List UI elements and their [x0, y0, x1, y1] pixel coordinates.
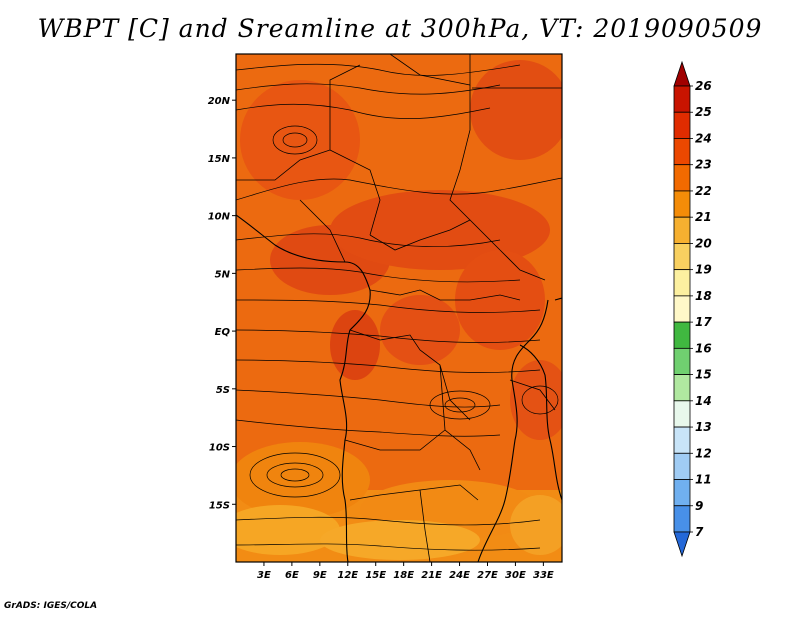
wbpt-region	[510, 360, 562, 440]
colorbar-swatch	[673, 400, 691, 428]
streamline-vortex	[282, 132, 308, 148]
colorbar-swatch	[673, 216, 691, 244]
colorbar-swatch	[673, 347, 691, 375]
lon-tick-label: 33E	[533, 570, 554, 581]
colorbar-swatch	[673, 190, 691, 218]
colorbar-swatch	[673, 321, 691, 349]
lon-tick-label: 3E	[257, 570, 271, 581]
colorbar-label: 22	[695, 184, 712, 198]
colorbar-swatch	[673, 85, 691, 113]
latitude-axis: 20N 15N 10N 5N EQ 5S 10S 15S	[208, 96, 236, 511]
lat-tick-label: 20N	[208, 96, 231, 107]
lat-tick-label: 5S	[216, 385, 230, 396]
wbpt-region	[330, 310, 380, 380]
wbpt-region	[470, 60, 562, 160]
colorbar-arrow-bottom	[673, 531, 691, 558]
colorbar-swatch	[673, 269, 691, 297]
lon-tick-label: 12E	[337, 570, 358, 581]
map-frame	[235, 53, 563, 563]
colorbar-label: 14	[695, 394, 712, 408]
streamlines	[236, 63, 562, 551]
colorbar-swatch	[673, 111, 691, 139]
colorbar-label: 16	[695, 341, 712, 355]
colorbar-label: 17	[695, 315, 712, 329]
colorbar-swatch	[673, 505, 691, 533]
colorbar: 26 25 24 23 22 21 20 19 18 17 16 15 14 13 12 11 9 7	[673, 60, 712, 558]
lon-tick-label: 15E	[365, 570, 386, 581]
longitude-axis: 3E 6E 9E 12E 15E 18E 21E 24E 27E 30E 33E	[257, 562, 554, 581]
colorbar-label: 24	[695, 131, 712, 145]
colorbar-label: 20	[695, 236, 712, 250]
lon-tick-label: 6E	[285, 570, 299, 581]
colorbar-swatch	[673, 164, 691, 192]
colorbar-label: 25	[695, 105, 712, 119]
wbpt-region	[455, 250, 545, 350]
wbpt-region	[236, 505, 340, 555]
streamline-vortex	[444, 397, 476, 413]
lon-tick-label: 9E	[313, 570, 327, 581]
colorbar-label: 23	[695, 158, 712, 172]
grads-credit: GrADS: IGES/COLA	[4, 601, 98, 611]
colorbar-label: 13	[695, 420, 712, 434]
lat-tick-label: EQ	[215, 327, 231, 338]
streamline-vortex	[249, 452, 341, 498]
colorbar-swatch	[673, 374, 691, 402]
colorbar-label: 9	[695, 499, 703, 513]
lon-tick-label: 30E	[505, 570, 526, 581]
colorbar-label: 15	[695, 368, 712, 382]
streamline-vortex	[429, 390, 491, 420]
colorbar-swatch	[673, 295, 691, 323]
colorbar-swatch	[673, 138, 691, 166]
lat-tick-label: 10N	[208, 212, 231, 223]
streamline-vortex	[272, 125, 318, 155]
colorbar-label: 12	[695, 446, 712, 460]
lat-tick-label: 5N	[215, 269, 231, 280]
chart-title: WBPT [C] and Sreamline at 300hPa, VT: 20…	[37, 14, 763, 43]
colorbar-label: 21	[695, 210, 712, 224]
lat-tick-label: 15N	[208, 154, 231, 165]
lat-tick-label: 10S	[209, 443, 230, 454]
colorbar-arrow-top	[673, 60, 691, 87]
streamline-vortex	[280, 468, 310, 482]
colorbar-label: 11	[695, 473, 712, 487]
wbpt-region	[330, 190, 550, 270]
lon-tick-label: 24E	[449, 570, 470, 581]
lat-tick-label: 15S	[209, 500, 230, 511]
colorbar-swatch	[673, 452, 691, 480]
colorbar-label: 7	[695, 525, 704, 539]
streamline-vortex	[266, 462, 324, 488]
wbpt-region	[510, 495, 562, 555]
wbpt-region	[320, 520, 480, 560]
lon-tick-label: 27E	[477, 570, 498, 581]
wbpt-region	[380, 295, 460, 365]
colorbar-label: 18	[695, 289, 712, 303]
lon-tick-label: 18E	[393, 570, 414, 581]
colorbar-label: 19	[695, 263, 712, 277]
colorbar-swatch	[673, 243, 691, 271]
wbpt-field	[236, 54, 562, 562]
wbpt-region	[240, 80, 360, 200]
streamline-vortex	[521, 385, 559, 415]
colorbar-label: 26	[695, 79, 712, 93]
lon-tick-label: 21E	[421, 570, 442, 581]
colorbar-swatch	[673, 479, 691, 507]
colorbar-swatch	[673, 426, 691, 454]
